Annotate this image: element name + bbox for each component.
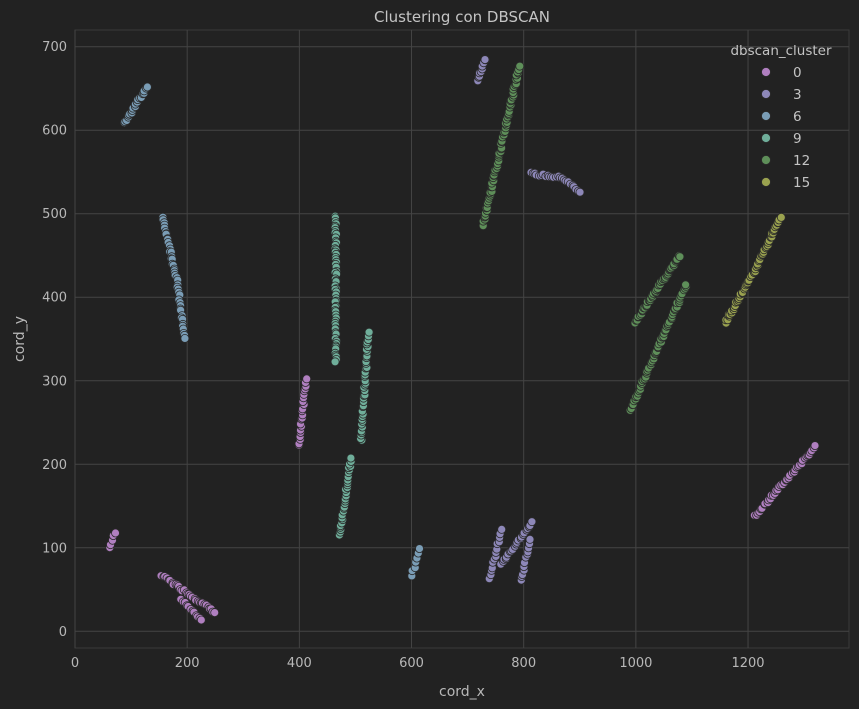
x-tick-label: 600 [399,656,424,671]
data-point [525,535,535,544]
legend-marker [761,67,771,77]
x-tick-label: 0 [71,656,79,671]
data-point [575,187,585,197]
y-tick-label: 100 [42,541,67,556]
legend-marker [761,133,771,143]
data-points [105,55,820,625]
x-tick-label: 400 [287,656,312,671]
data-point [415,544,424,553]
x-tick-label: 200 [175,656,200,671]
legend-label: 9 [793,131,802,147]
x-tick-label: 1200 [731,656,764,671]
legend-label: 0 [793,65,802,81]
x-axis-label: cord_x [439,684,485,700]
data-point [111,528,120,538]
legend-label: 15 [793,175,810,191]
data-point [681,280,690,290]
data-point [497,525,507,534]
data-point [210,608,220,617]
y-tick-label: 400 [42,291,67,306]
x-tick-labels: 0 200 400 600 800 1000 1200 [71,656,765,671]
legend-title: dbscan_cluster [730,43,832,59]
grid-lines [74,30,849,648]
data-point [180,333,190,343]
data-point [776,212,786,222]
legend-marker [761,89,771,99]
data-point [142,82,152,92]
legend-label: 12 [793,153,810,169]
legend: dbscan_cluster 0 3 6 9 12 15 [730,43,832,191]
data-point [196,615,206,625]
data-point [330,357,340,367]
y-tick-label: 700 [42,40,67,55]
data-point [515,61,525,71]
data-point [346,453,356,463]
y-tick-label: 500 [42,207,67,222]
data-point [302,374,312,384]
x-tick-label: 800 [511,656,536,671]
x-tick-label: 1000 [619,656,652,671]
y-axis-label: cord_y [12,316,28,362]
data-point [364,327,374,337]
legend-marker [761,177,771,187]
y-tick-label: 600 [42,124,67,139]
chart-title: Clustering con DBSCAN [374,8,550,26]
y-tick-label: 300 [42,374,67,389]
legend-marker [761,155,771,165]
legend-marker [761,111,771,121]
legend-label: 6 [793,109,802,125]
data-point [675,252,685,262]
y-tick-label: 200 [42,458,67,473]
legend-label: 3 [793,87,802,103]
y-tick-label: 0 [59,625,67,640]
plot-area [74,29,850,649]
y-tick-labels: 0 100 200 300 400 500 600 700 [42,40,67,640]
data-point [810,441,820,451]
data-point [527,517,537,527]
data-point [480,55,490,64]
